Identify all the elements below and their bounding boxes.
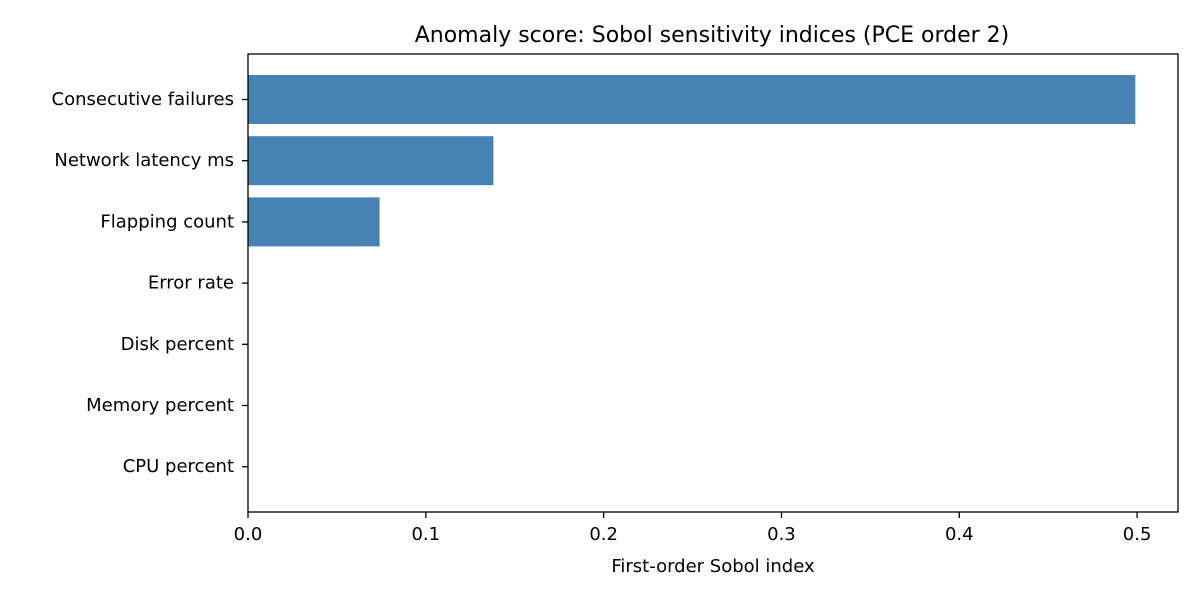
y-tick-label: Consecutive failures (52, 89, 235, 110)
y-tick-label: Flapping count (100, 211, 234, 232)
y-tick-label: Memory percent (86, 395, 234, 416)
y-tick-label: CPU percent (123, 456, 234, 477)
bars-group (248, 75, 1136, 247)
y-tick-label: Network latency ms (54, 150, 234, 171)
y-tick-label: Error rate (148, 273, 234, 294)
x-axis-label: First-order Sobol index (611, 556, 815, 577)
x-axis-ticks: 0.0 0.1 0.2 0.3 0.4 0.5 (234, 512, 1152, 545)
y-tick-label: Disk percent (121, 334, 234, 355)
bar (248, 197, 380, 247)
y-axis-ticks: Consecutive failures Network latency ms Fl… (52, 89, 248, 477)
x-tick-label: 0.3 (767, 524, 796, 545)
x-tick-label: 0.5 (1123, 524, 1152, 545)
x-tick-label: 0.0 (234, 524, 263, 545)
chart-title: Anomaly score: Sobol sensitivity indices… (415, 23, 1010, 48)
x-tick-label: 0.2 (589, 524, 618, 545)
x-tick-label: 0.4 (945, 524, 974, 545)
bar (248, 136, 494, 186)
bar (248, 75, 1136, 124)
x-tick-label: 0.1 (411, 524, 440, 545)
